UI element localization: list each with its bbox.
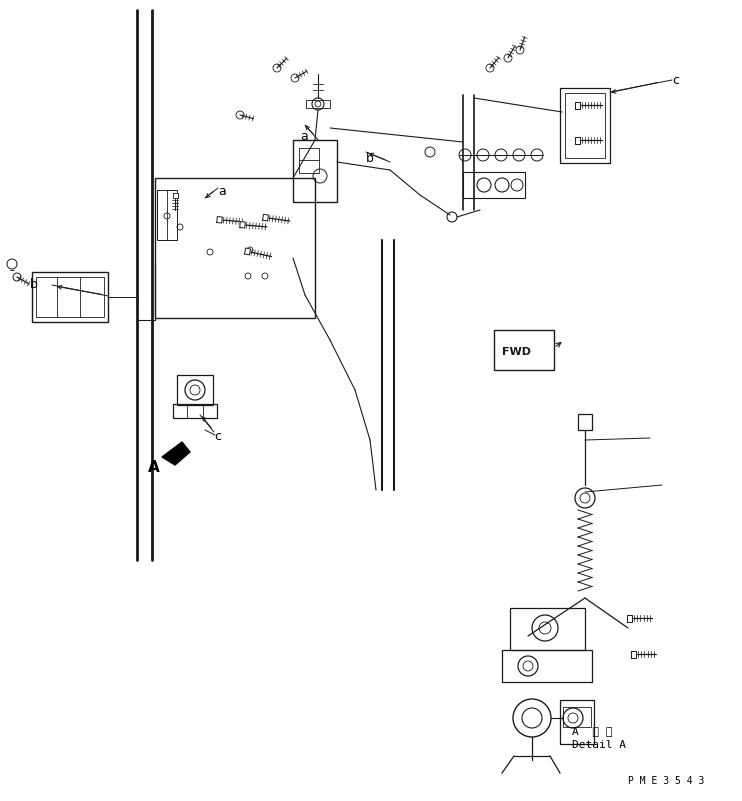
Bar — [494, 330, 554, 370]
Bar — [173, 404, 217, 418]
Bar — [155, 178, 315, 318]
Polygon shape — [631, 650, 636, 658]
Bar — [578, 414, 592, 430]
Bar — [560, 700, 594, 744]
Bar — [563, 707, 591, 727]
Text: b: b — [30, 278, 38, 291]
Bar — [177, 375, 213, 405]
Polygon shape — [627, 614, 632, 622]
Text: b: b — [366, 152, 374, 165]
Bar — [293, 140, 337, 202]
Text: c: c — [214, 430, 221, 443]
Text: c: c — [672, 74, 679, 87]
Bar — [157, 190, 177, 240]
Polygon shape — [162, 442, 190, 465]
Text: a: a — [300, 130, 308, 143]
Bar — [36, 277, 104, 317]
Polygon shape — [217, 216, 223, 223]
Text: a: a — [218, 185, 226, 198]
Bar — [306, 100, 330, 108]
Text: P M E 3 5 4 3: P M E 3 5 4 3 — [628, 776, 704, 786]
Polygon shape — [263, 215, 269, 221]
Text: Detail A: Detail A — [572, 740, 626, 750]
Polygon shape — [575, 136, 580, 143]
Bar — [463, 172, 525, 198]
Bar — [299, 148, 319, 173]
Text: A: A — [148, 460, 160, 475]
Text: A  詳 細: A 詳 細 — [572, 726, 612, 736]
Text: FWD: FWD — [502, 347, 531, 357]
Polygon shape — [575, 102, 580, 108]
Polygon shape — [240, 222, 246, 228]
Bar — [510, 608, 585, 650]
Bar — [32, 272, 108, 322]
Polygon shape — [244, 248, 251, 255]
Bar — [502, 650, 592, 682]
Bar — [560, 88, 610, 163]
Polygon shape — [172, 193, 177, 198]
Bar — [565, 93, 605, 158]
